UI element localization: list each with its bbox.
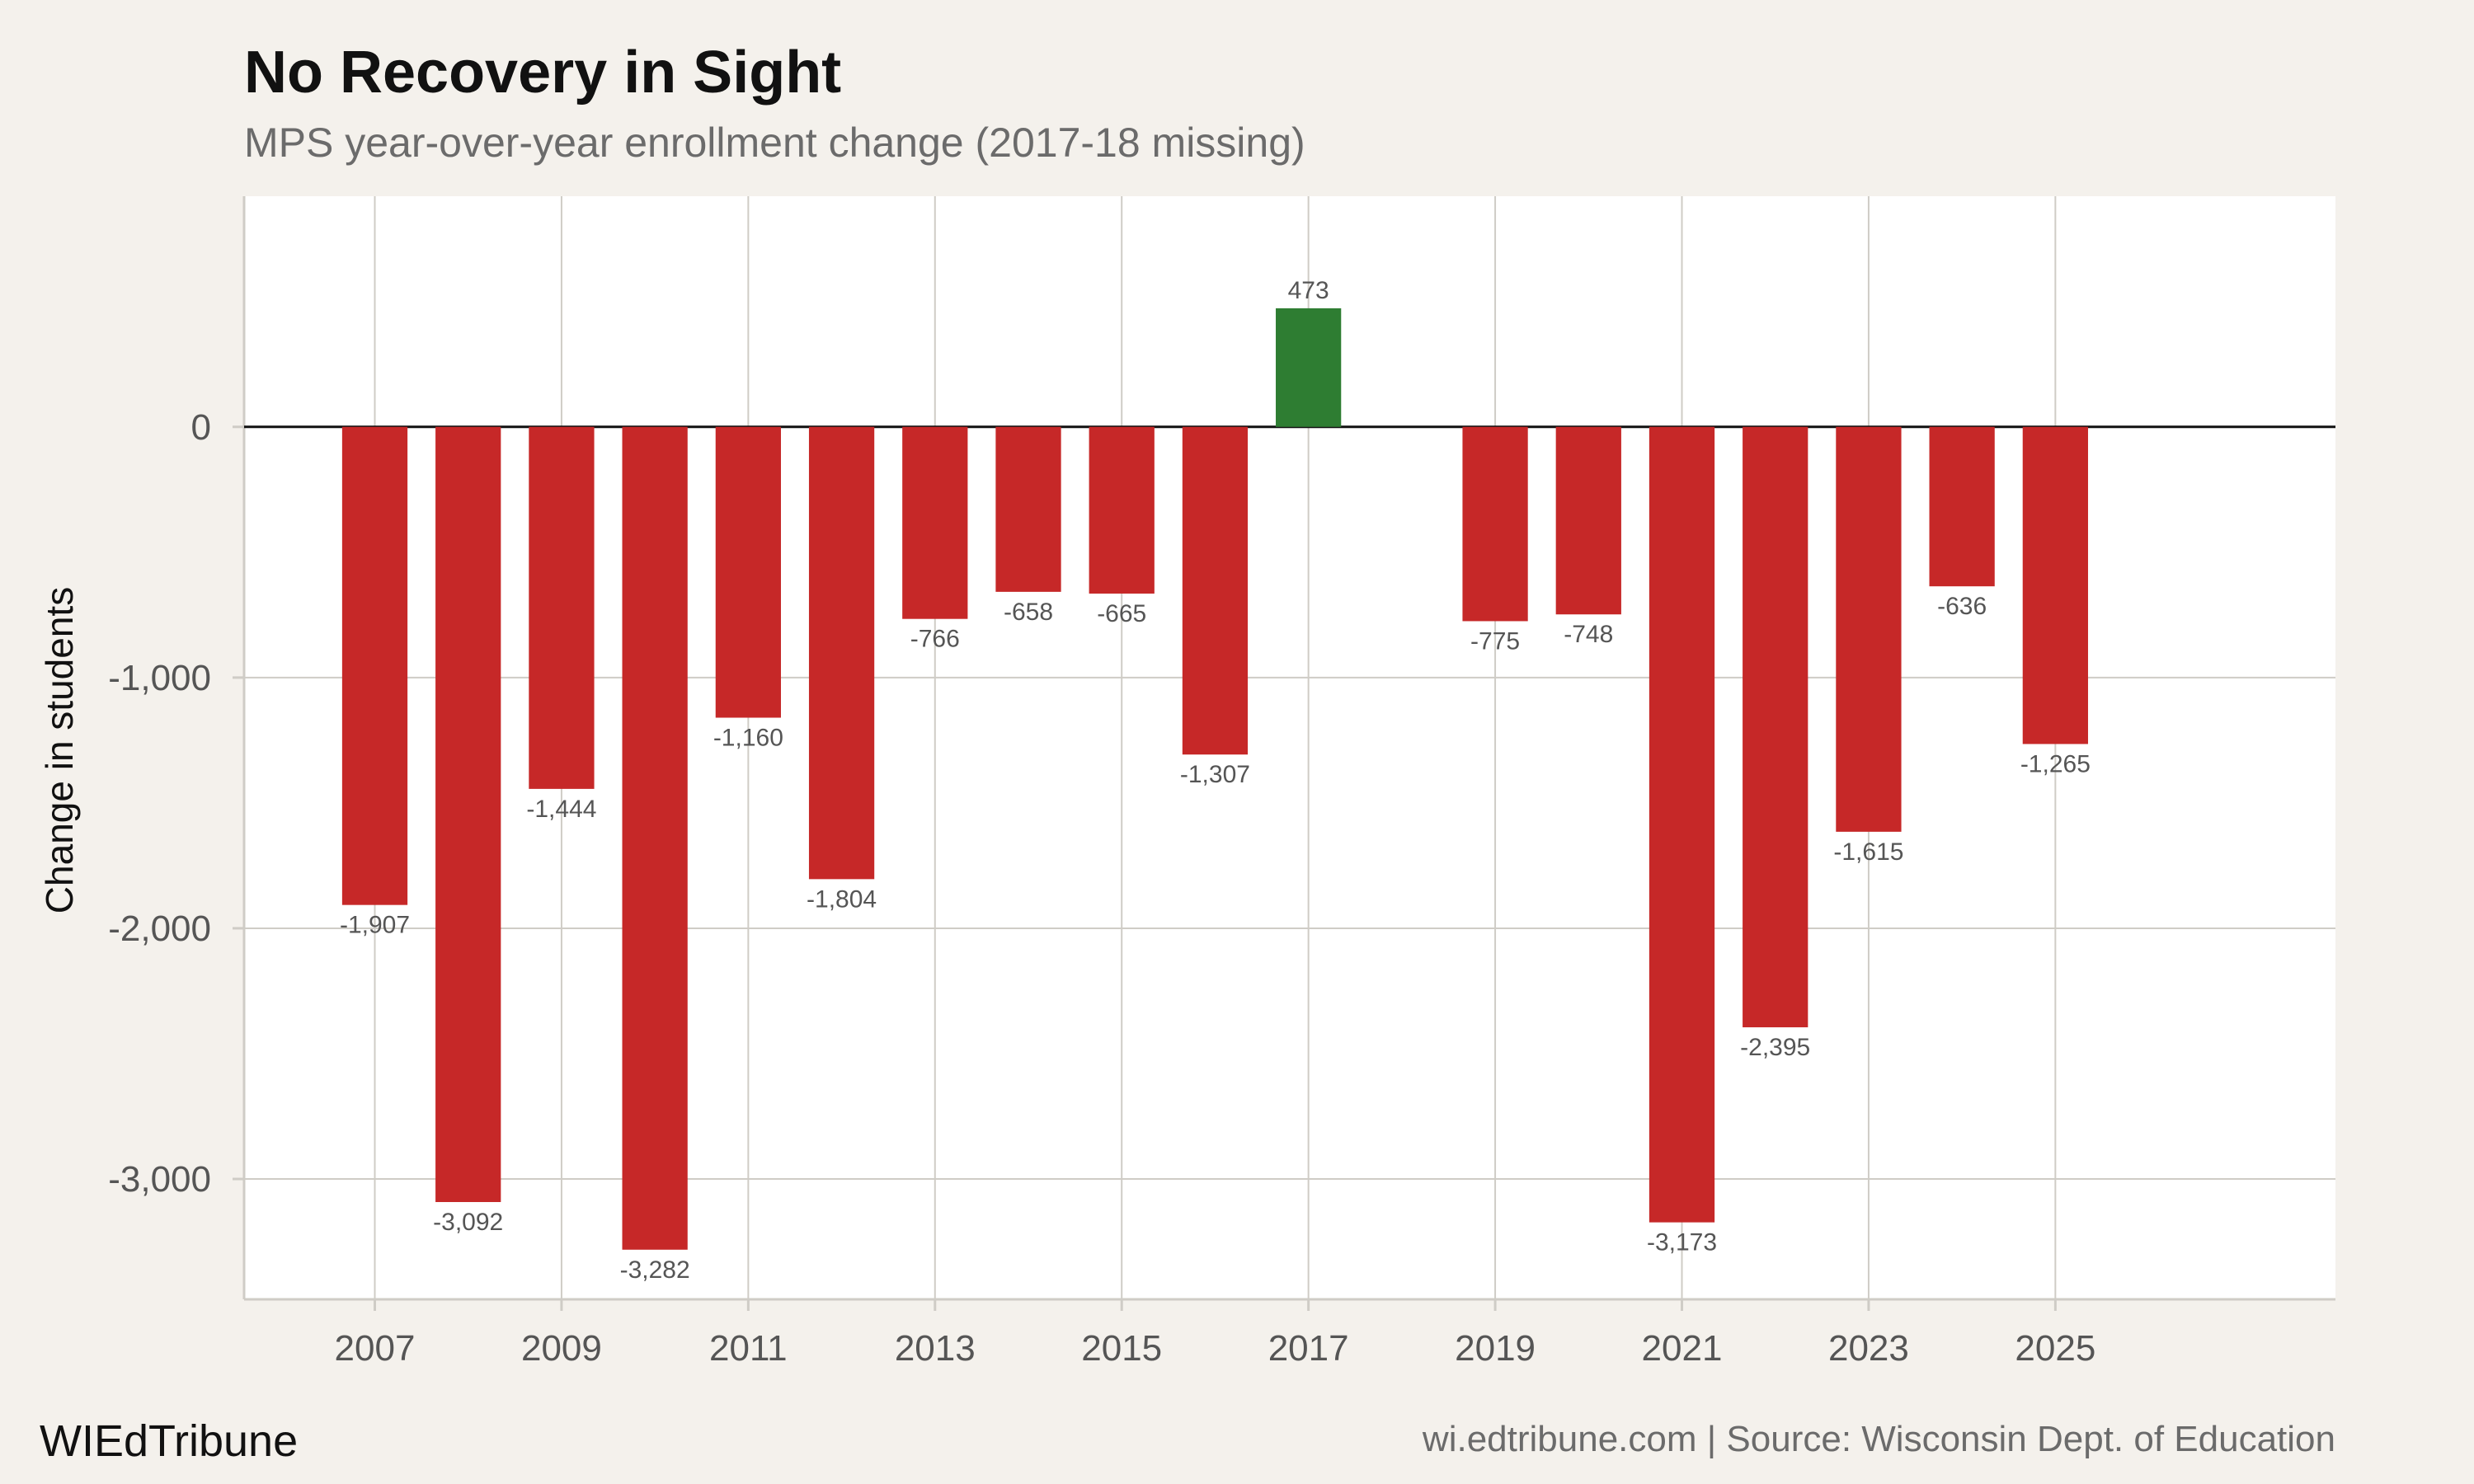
x-tick-label: 2011 [709,1328,788,1369]
data-label-2025: -1,265 [2020,750,2091,777]
bars [341,308,2088,1250]
data-labels: -1,907 -3,092 -1,444 -3,282 -1,160 -1,804 -766… [340,277,2091,1284]
data-label-2010: -3,282 [620,1256,690,1284]
x-tick-label: 2013 [895,1328,976,1369]
x-tick-label: 2007 [335,1328,416,1369]
x-tick-label: 2009 [521,1328,602,1369]
bar-2024 [1929,426,1995,587]
data-label-2007: -1,907 [340,912,410,939]
bar-2007 [341,426,408,905]
x-tick-label: 2023 [1828,1328,1909,1369]
data-label-2022: -2,395 [1740,1034,1810,1061]
bar-2012 [808,426,875,880]
x-tick-label: 2019 [1455,1328,1536,1369]
x-tick-label: 2017 [1268,1328,1349,1369]
x-tick-label: 2015 [1081,1328,1162,1369]
data-label-2019: -775 [1470,627,1520,655]
bar-2013 [902,426,968,619]
data-label-2009: -1,444 [526,796,596,823]
data-label-2016: -1,307 [1180,761,1250,788]
data-label-2021: -3,173 [1647,1229,1717,1256]
data-label-2014: -658 [1004,599,1053,626]
bar-2008 [435,426,501,1203]
bar-2021 [1649,426,1715,1223]
x-tick-label: 2025 [2015,1328,2095,1369]
bar-2009 [529,426,595,789]
data-label-2008: -3,092 [433,1209,503,1236]
chart-subtitle: MPS year-over-year enrollment change (20… [244,120,1305,166]
x-tick-label: 2021 [1642,1328,1723,1369]
chart-title: No Recovery in Sight [244,40,841,106]
y-tick-label: -1,000 [108,658,211,698]
source-note: wi.edtribune.com | Source: Wisconsin Dep… [1422,1419,2335,1459]
y-tick-label: -3,000 [108,1159,211,1200]
data-label-2023: -1,615 [1833,838,1903,866]
bar-2017 [1276,308,1342,427]
bar-2011 [715,426,781,718]
data-label-2024: -636 [1937,593,1987,620]
data-label-2017: 473 [1288,277,1329,304]
data-label-2013: -766 [910,626,960,653]
y-tick-label: -2,000 [108,909,211,949]
bar-2015 [1089,426,1155,594]
data-label-2020: -748 [1564,621,1613,648]
bar-2025 [2022,426,2088,744]
bar-2014 [995,426,1061,592]
y-axis-title: Change in students [38,587,81,913]
bar-2023 [1836,426,1902,832]
bar-2019 [1462,426,1528,622]
data-label-2011: -1,160 [713,725,783,752]
bar-2016 [1182,426,1249,755]
tick-labels: 2007 2009 2011 2013 2015 2017 2019 2021 2023 2025… [108,407,2095,1369]
data-label-2012: -1,804 [807,885,877,913]
bar-2022 [1743,426,1808,1028]
brand-label: WIEdTribune [40,1416,298,1466]
data-label-2015: -665 [1097,600,1146,627]
y-tick-label: 0 [191,407,211,448]
bar-2010 [622,426,688,1250]
bar-2020 [1555,426,1621,615]
